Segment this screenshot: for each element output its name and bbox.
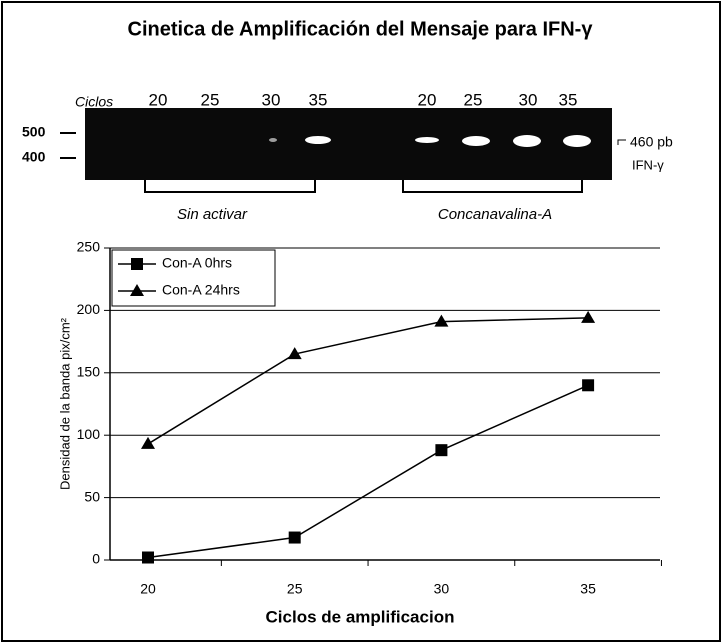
marker	[142, 551, 154, 564]
lane-label: 25	[464, 90, 483, 109]
lane-label: 20	[149, 90, 168, 109]
group-bracket	[402, 180, 583, 193]
lane-label: 30	[519, 90, 538, 109]
x-tick-label: 35	[580, 581, 596, 597]
band	[462, 136, 490, 146]
group-label: Sin activar	[177, 206, 248, 223]
marker	[287, 347, 302, 360]
band	[305, 136, 331, 144]
marker	[141, 436, 155, 449]
band-label: 460 pb	[630, 134, 673, 150]
y-tick-label: 250	[77, 239, 101, 255]
x-tick-label: 25	[287, 581, 303, 597]
x-axis-title: Ciclos de amplificacion	[266, 607, 455, 626]
marker-label: 400	[22, 149, 46, 165]
marker	[434, 314, 449, 327]
marker	[581, 310, 596, 323]
group-label: Concanavalina-A	[438, 206, 552, 223]
lane-label: 35	[309, 90, 328, 109]
lane-label: 30	[262, 90, 281, 109]
gene-label: IFN-γ	[632, 157, 664, 172]
y-tick-label: 50	[84, 488, 100, 504]
cycles-label: Ciclos	[75, 94, 113, 110]
x-tick-label: 30	[434, 581, 450, 597]
lane-label: 35	[559, 90, 578, 109]
band	[513, 135, 541, 147]
y-tick-label: 0	[92, 551, 100, 567]
y-tick-label: 200	[77, 301, 101, 317]
y-tick-label: 100	[77, 426, 101, 442]
marker	[130, 284, 144, 296]
band	[563, 135, 591, 147]
y-tick-label: 150	[77, 364, 101, 380]
marker	[288, 531, 301, 544]
series-line	[147, 317, 589, 445]
y-axis-title: Densidad de la banda pix/cm²	[57, 317, 72, 490]
x-tick-label: 20	[140, 581, 156, 597]
group-bracket	[144, 180, 316, 193]
lane-label: 20	[418, 90, 437, 109]
lane-label: 25	[201, 90, 220, 109]
marker-label: 500	[22, 124, 46, 140]
band	[269, 138, 277, 142]
title: Cinetica de Amplificación del Mensaje pa…	[128, 18, 594, 40]
marker	[582, 379, 595, 392]
band	[415, 137, 439, 143]
marker	[435, 444, 448, 457]
gel-bands	[269, 135, 591, 147]
legend-label: Con-A 0hrs	[162, 255, 232, 271]
band-pointer	[617, 139, 626, 145]
legend-label: Con-A 24hrs	[162, 282, 240, 298]
marker	[131, 258, 143, 270]
series-line	[147, 384, 589, 559]
